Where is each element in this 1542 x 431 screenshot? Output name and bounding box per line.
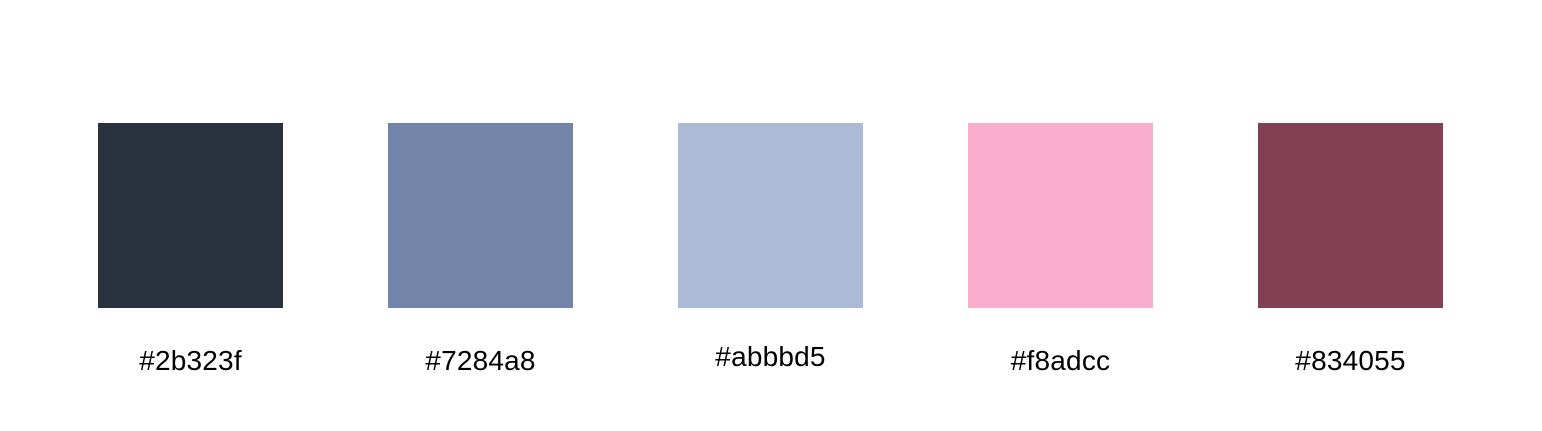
color-swatch-3	[678, 123, 863, 308]
swatch-card-5: #834055	[1258, 123, 1443, 383]
swatch-hex-label-2: #7284a8	[425, 345, 536, 376]
swatch-card-4: #f8adcc	[968, 123, 1153, 383]
swatch-hex-label-1: #2b323f	[139, 345, 242, 376]
swatch-hex-label-4: #f8adcc	[1010, 345, 1111, 376]
color-swatch-1	[98, 123, 283, 308]
swatch-card-3: #abbbd5	[678, 123, 863, 383]
swatch-card-1: #2b323f	[98, 123, 283, 383]
swatch-card-2: #7284a8	[388, 123, 573, 383]
swatch-hex-label-5: #834055	[1295, 345, 1406, 376]
color-swatch-4	[968, 123, 1153, 308]
color-swatch-2	[388, 123, 573, 308]
color-swatch-5	[1258, 123, 1443, 308]
swatch-hex-label-3: #abbbd5	[715, 341, 826, 372]
